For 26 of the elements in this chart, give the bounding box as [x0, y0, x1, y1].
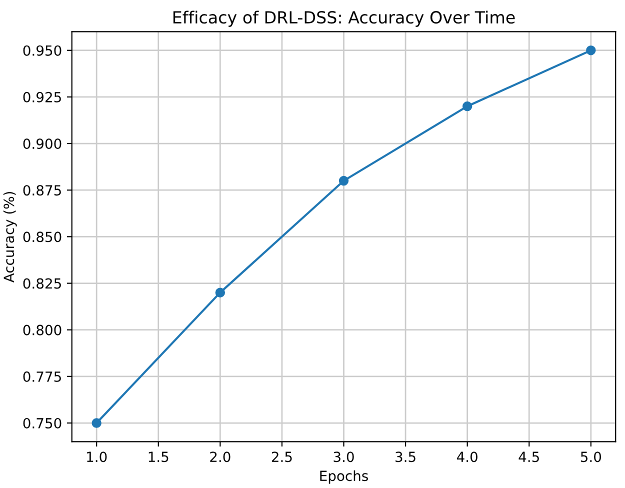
y-axis-title: Accuracy (%): [3, 192, 17, 282]
y-tick-label: 0.775: [23, 371, 61, 382]
x-tick-label: 4.5: [518, 452, 539, 462]
y-tick-label: 0.850: [23, 232, 62, 242]
y-tick-label: 0.800: [23, 324, 62, 336]
point: [586, 45, 596, 56]
x-tick-label: 4.0: [456, 452, 478, 462]
x-tick-label: 1.0: [87, 452, 107, 462]
y-tick-label: 0.875: [23, 185, 61, 196]
x-tick-label: 2.5: [272, 452, 292, 462]
x-tick-label: 3.0: [334, 452, 354, 462]
x-tick-label: 5.0: [580, 452, 602, 462]
y-tick-label: 0.750: [23, 418, 62, 428]
x-tick-label: 2.0: [210, 452, 230, 462]
x-axis-title: Epochs: [320, 470, 368, 484]
point: [338, 176, 349, 186]
point: [215, 288, 226, 298]
point: [462, 101, 472, 112]
chart-title: Efficacy of DRL-DSS: Accuracy Over Time: [173, 10, 515, 27]
y-tick-label: 0.825: [23, 278, 61, 289]
x-tick-label: 1.5: [148, 452, 168, 462]
y-tick-label: 0.925: [23, 92, 61, 102]
x-tick-label: 3.5: [396, 452, 416, 462]
y-tick-label: 0.950: [23, 45, 62, 56]
y-tick-label: 0.900: [23, 138, 62, 149]
point: [92, 418, 102, 428]
